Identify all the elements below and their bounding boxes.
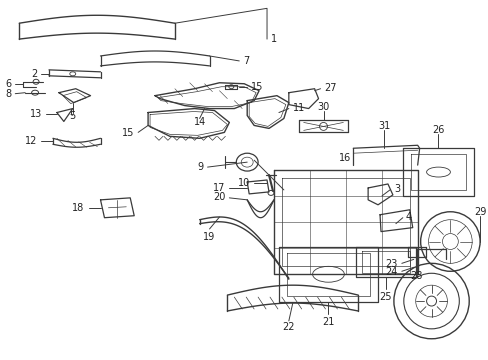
Text: 25: 25	[379, 292, 391, 302]
Text: 27: 27	[324, 83, 336, 93]
Text: 3: 3	[393, 184, 399, 194]
Text: 29: 29	[473, 207, 486, 217]
Text: 31: 31	[377, 121, 389, 131]
Text: 7: 7	[243, 56, 249, 66]
Text: 8: 8	[5, 89, 11, 99]
Text: 17: 17	[213, 183, 225, 193]
Text: 20: 20	[213, 192, 225, 202]
Text: 5: 5	[69, 112, 76, 121]
Text: 14: 14	[193, 117, 205, 127]
Text: 30: 30	[317, 102, 329, 112]
Text: 19: 19	[203, 232, 215, 242]
Text: 21: 21	[322, 317, 334, 327]
Text: 4: 4	[405, 212, 411, 222]
Text: 15: 15	[122, 129, 134, 138]
Text: 11: 11	[292, 103, 305, 113]
Text: 22: 22	[282, 322, 294, 332]
Text: 1: 1	[270, 34, 277, 44]
Text: 15: 15	[251, 82, 263, 92]
Text: 2: 2	[31, 69, 37, 79]
Text: 24: 24	[385, 267, 397, 277]
Text: 12: 12	[25, 136, 37, 146]
Text: 10: 10	[238, 178, 250, 188]
Text: 26: 26	[431, 125, 444, 135]
Text: 18: 18	[72, 203, 84, 213]
Text: 13: 13	[30, 108, 42, 118]
Text: 6: 6	[5, 79, 11, 89]
Text: 9: 9	[197, 162, 203, 172]
Text: 23: 23	[385, 259, 397, 269]
Text: 16: 16	[339, 153, 351, 163]
Text: 28: 28	[409, 271, 422, 281]
